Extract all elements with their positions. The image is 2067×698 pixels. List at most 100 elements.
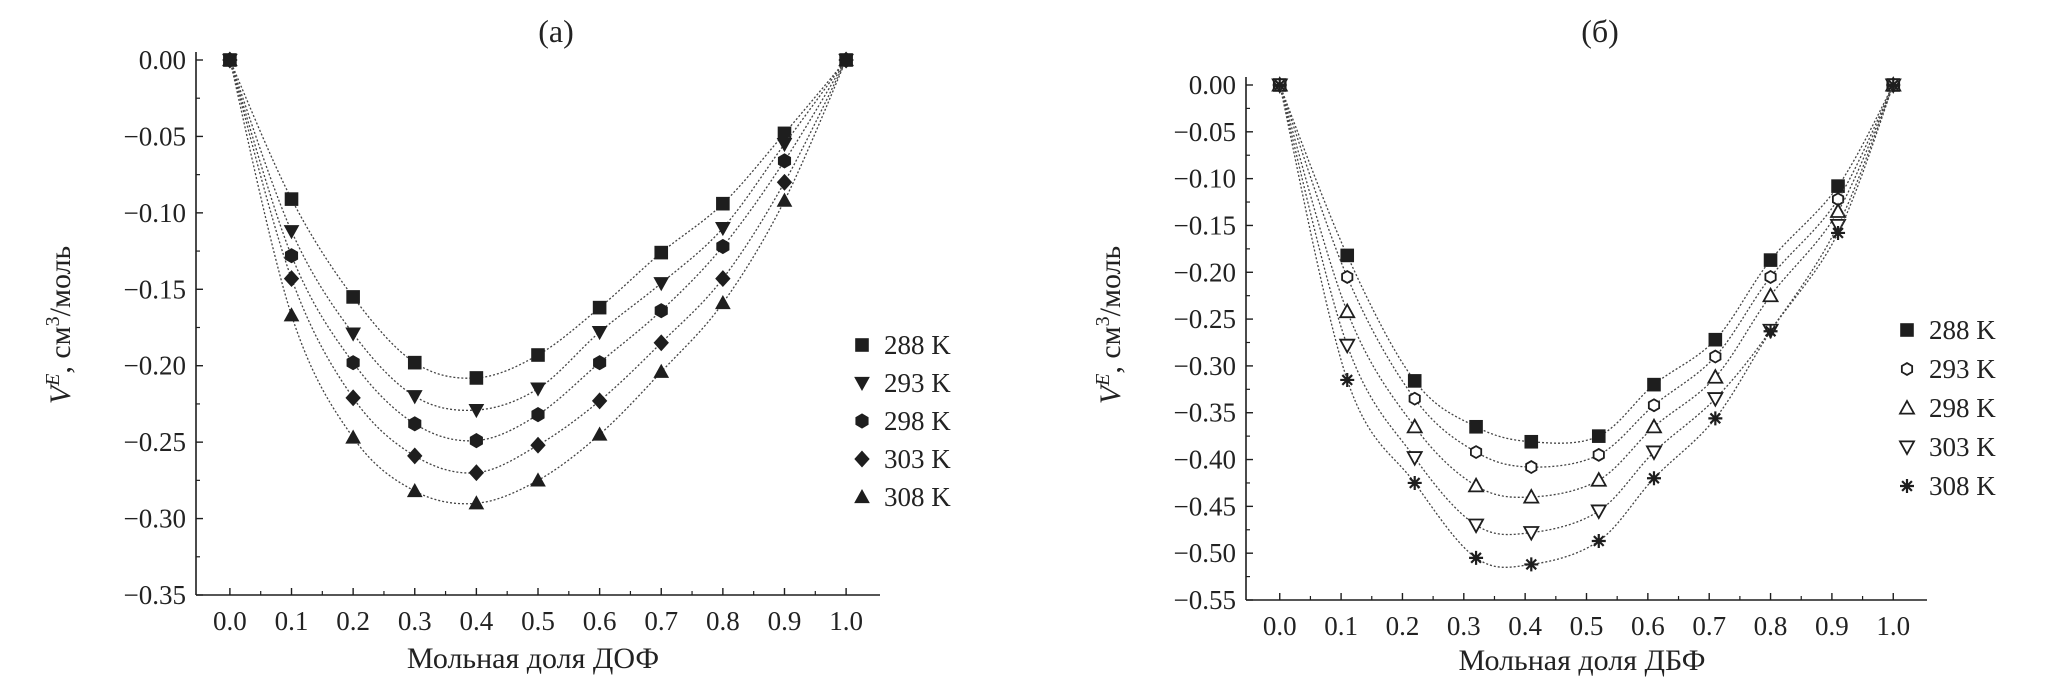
data-point <box>408 416 422 432</box>
data-point <box>1406 417 1424 434</box>
legend-label: 303 K <box>884 444 951 474</box>
data-point <box>1764 269 1777 284</box>
chart-panel-0: 0.0 0.1 0.2 0.3 0.4 0.5 0.6 0.7 0.8 0.9 1.0 0.00 −0.… <box>42 13 951 675</box>
legend-marker <box>1898 440 1916 456</box>
data-point <box>653 363 670 378</box>
x-tick-label: 0.0 <box>213 606 247 636</box>
data-point <box>1763 253 1778 267</box>
data-point <box>1406 451 1424 467</box>
y-axis-label: VE, см3/моль <box>1092 246 1127 404</box>
data-point <box>1469 550 1484 565</box>
series-308-k <box>222 51 854 510</box>
y-axis-label-part: , см <box>1094 326 1127 373</box>
y-tick-label: −0.05 <box>124 121 186 151</box>
data-point <box>345 429 361 444</box>
x-tick-label: 0.9 <box>768 606 802 636</box>
y-tick-label: −0.15 <box>124 274 186 304</box>
data-point <box>715 222 731 237</box>
x-tick-label: 0.0 <box>1263 611 1297 641</box>
x-tick-label: 0.9 <box>1815 611 1849 641</box>
data-point <box>591 325 608 341</box>
legend-label: 298 K <box>1929 393 1996 423</box>
fit-curve <box>229 59 847 474</box>
y-tick-label: 0.00 <box>1189 70 1236 100</box>
chart-title: (б) <box>1581 13 1619 49</box>
y-tick-label: −0.10 <box>124 198 186 228</box>
data-point <box>345 389 361 407</box>
data-point <box>406 390 423 405</box>
legend-item: 298 K <box>855 406 951 436</box>
data-point <box>530 382 546 397</box>
series-293-k <box>1273 78 1900 475</box>
data-point <box>1338 302 1356 319</box>
data-point <box>531 348 545 362</box>
legend-item: 293 K <box>1900 354 1996 384</box>
data-point <box>1706 392 1724 408</box>
x-tick-label: 0.6 <box>583 606 617 636</box>
y-tick-label: −0.35 <box>124 580 186 610</box>
y-tick-label: −0.30 <box>1174 351 1236 381</box>
data-point <box>1590 504 1608 520</box>
series-303-k <box>1271 78 1902 542</box>
data-point <box>1340 372 1355 387</box>
legend-marker <box>854 488 870 504</box>
data-point <box>1522 488 1540 504</box>
data-point <box>346 355 360 371</box>
series-288-k <box>223 53 853 385</box>
legend-marker <box>855 338 869 352</box>
data-point <box>653 334 669 352</box>
data-point <box>284 192 299 206</box>
fit-curve <box>1279 84 1894 444</box>
legend-marker <box>1898 399 1916 415</box>
data-point <box>1708 332 1723 347</box>
data-point <box>1592 447 1605 462</box>
data-point <box>715 295 731 310</box>
legend-item: 293 K <box>854 368 951 398</box>
x-tick-label: 1.0 <box>829 606 863 636</box>
legend-marker <box>854 376 870 392</box>
y-axis-label-part: , см <box>44 326 77 373</box>
y-tick-label: −0.25 <box>1174 304 1236 334</box>
data-point <box>283 270 300 288</box>
x-tick-label: 0.8 <box>706 606 740 636</box>
data-point <box>406 483 423 498</box>
data-point <box>591 426 608 441</box>
data-point <box>1590 471 1608 487</box>
data-point <box>1831 179 1845 193</box>
x-tick-label: 0.4 <box>460 606 494 636</box>
data-point <box>592 300 607 315</box>
legend-item: 303 K <box>1898 432 1996 462</box>
data-point <box>222 51 238 67</box>
y-tick-label: −0.20 <box>1174 257 1236 287</box>
legend-label: 308 K <box>884 482 951 512</box>
y-axis-label-part: /моль <box>44 246 77 317</box>
data-point <box>1407 475 1422 490</box>
data-point <box>1709 349 1722 364</box>
data-point <box>1340 248 1355 263</box>
legend-item: 303 K <box>854 444 951 474</box>
data-point <box>1467 518 1485 534</box>
legend-marker <box>1900 323 1914 337</box>
data-point <box>1708 411 1723 426</box>
x-tick-label: 0.1 <box>1324 611 1358 641</box>
x-tick-label: 0.2 <box>1386 611 1420 641</box>
legend-item: 308 K <box>1900 471 1996 501</box>
data-point <box>776 192 793 207</box>
y-tick-label: −0.40 <box>1174 445 1236 475</box>
data-point <box>1591 429 1606 443</box>
series-298-k <box>1271 76 1902 504</box>
data-point <box>654 245 669 260</box>
data-point <box>1763 324 1778 339</box>
data-point <box>653 277 670 292</box>
x-tick-label: 0.8 <box>1754 611 1788 641</box>
fit-curve <box>1279 84 1894 536</box>
data-point <box>1647 377 1661 392</box>
y-tick-label: −0.45 <box>1174 491 1236 521</box>
y-tick-label: −0.35 <box>1174 398 1236 428</box>
data-point <box>283 307 300 322</box>
data-point <box>1469 419 1483 434</box>
data-point <box>776 137 793 153</box>
fit-curve <box>1279 84 1894 498</box>
data-point <box>1524 434 1539 449</box>
data-point <box>1341 269 1354 284</box>
